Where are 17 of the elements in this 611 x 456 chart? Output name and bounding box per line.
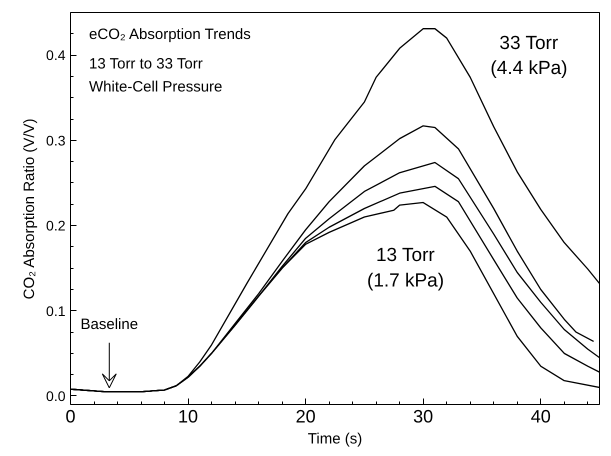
- x-tick-label: 10: [178, 406, 198, 426]
- y-tick-label: 0.4: [46, 47, 66, 64]
- x-tick-label: 0: [65, 406, 76, 426]
- annotation: 13 Torr to 33 Torr White-Cell Pressure: [89, 56, 222, 96]
- x-tick-label: 20: [296, 406, 316, 426]
- y-axis-title: CO₂ Absorption Ratio (V/V): [21, 118, 38, 300]
- y-tick-label: 0.0: [46, 388, 66, 404]
- x-axis-title: Time (s): [308, 430, 362, 448]
- y-tick-label: 0.1: [46, 302, 66, 319]
- y-tick-label: 0.3: [46, 132, 66, 148]
- x-tick-label: 40: [530, 406, 551, 426]
- x-tick-label: 30: [413, 406, 434, 426]
- y-tick-label: 0.2: [46, 218, 66, 234]
- series-label: 33 Torr (4.4 kPa): [490, 32, 568, 80]
- series-label: 13 Torr (1.7 kPa): [366, 245, 444, 292]
- annotation: eCO₂ Absorption Trends: [89, 26, 251, 44]
- annotation: Baseline: [80, 316, 138, 333]
